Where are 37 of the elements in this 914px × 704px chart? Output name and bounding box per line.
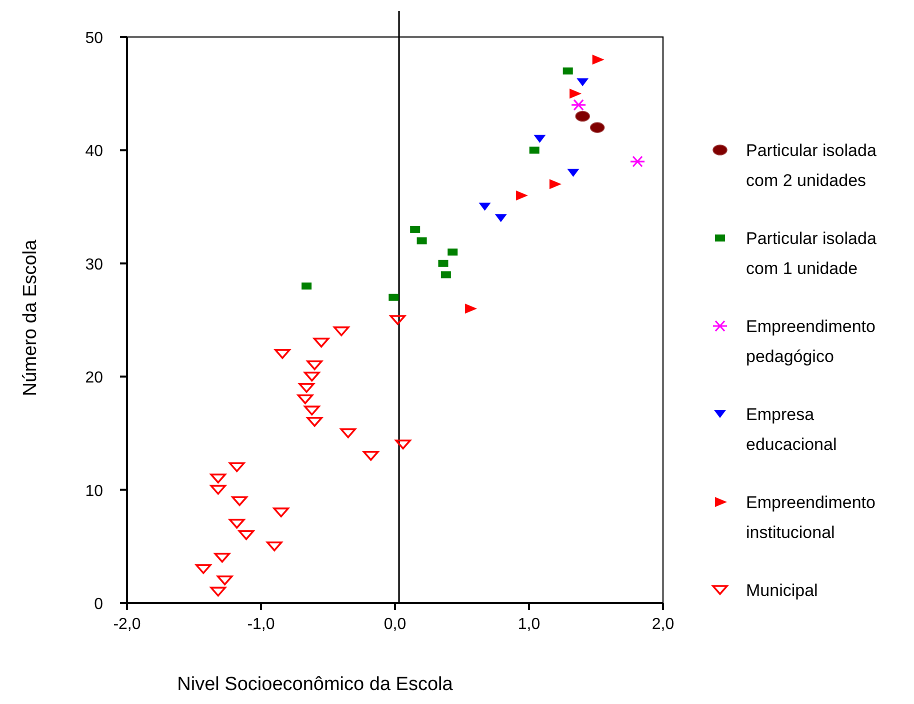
y-tick-label: 10 [85,482,104,500]
legend-label: Particular isolada com 2 unidades [746,141,877,190]
point [388,294,399,301]
y-tick-label: 40 [85,143,104,160]
x-tick-label: -2,0 [113,616,141,633]
y-axis-title: Número da Escola [20,239,41,396]
point [592,54,604,65]
point [410,226,420,233]
point [465,304,478,314]
point [590,122,605,133]
point [448,248,458,256]
x-axis-title: Nivel Socioeconômico da Escola [177,674,454,695]
point [575,110,590,122]
legend-label: Municipal [746,581,818,600]
point [570,99,586,111]
legend-label: Empreendimento pedagógico [746,317,876,366]
x-tick-label: 2,0 [652,616,674,633]
point [630,156,646,168]
y-tick-label: 50 [85,30,104,47]
point [416,237,427,244]
x-tick-label: -1,0 [247,616,275,633]
point [438,260,448,267]
legend-label: Empresa educacional [746,405,837,454]
point [440,271,451,278]
point [516,190,528,200]
legend-label: Empreendimento institucional [746,493,876,542]
point [562,67,573,74]
point [549,179,562,190]
point [529,146,540,154]
point [570,88,582,99]
y-tick-label: 30 [85,256,104,274]
y-tick-label: 20 [85,370,104,387]
point [302,282,312,290]
x-tick-label: 0,0 [384,616,406,633]
y-tick-label: 0 [94,596,104,613]
legend-label: Particular isolada com 1 unidade [746,229,877,278]
x-tick-label: 1,0 [518,616,540,633]
